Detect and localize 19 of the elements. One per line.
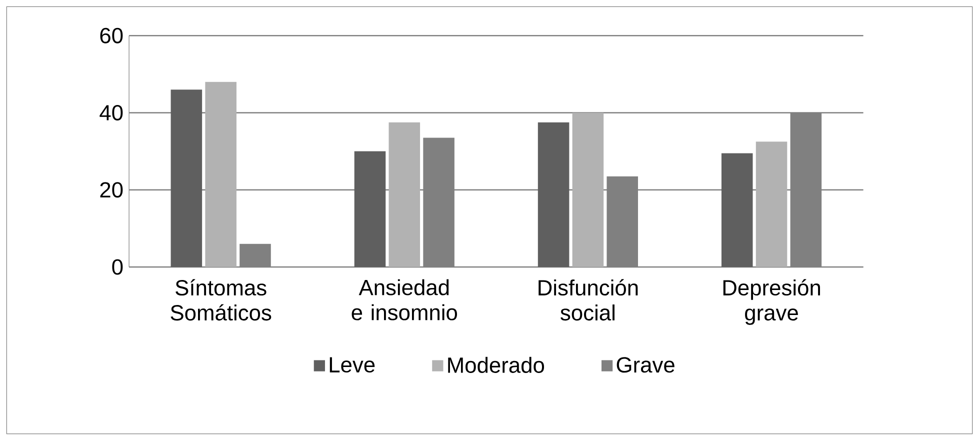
x-tick-label: Ansiedad e insomnio bbox=[352, 279, 458, 321]
bar bbox=[354, 152, 386, 268]
y-tick-label: 0 bbox=[112, 259, 123, 275]
bar bbox=[721, 153, 753, 268]
x-tick-label: Depresión grave bbox=[723, 279, 820, 326]
bar bbox=[388, 122, 420, 268]
bar bbox=[538, 122, 570, 268]
legend-label: Grave bbox=[616, 357, 674, 373]
x-tick-label: Disfunción social bbox=[538, 279, 638, 321]
y-tick-label: 20 bbox=[100, 182, 123, 198]
bar bbox=[205, 82, 236, 268]
legend-label: Moderado bbox=[448, 357, 544, 374]
bar bbox=[756, 142, 788, 268]
y-tick-label: 40 bbox=[100, 105, 123, 121]
bar bbox=[170, 90, 202, 268]
x-tick-label: Síntomas Somáticos bbox=[170, 279, 272, 321]
legend-label: Leve bbox=[330, 357, 375, 373]
y-tick-label: 60 bbox=[100, 28, 123, 44]
bar bbox=[572, 112, 604, 268]
